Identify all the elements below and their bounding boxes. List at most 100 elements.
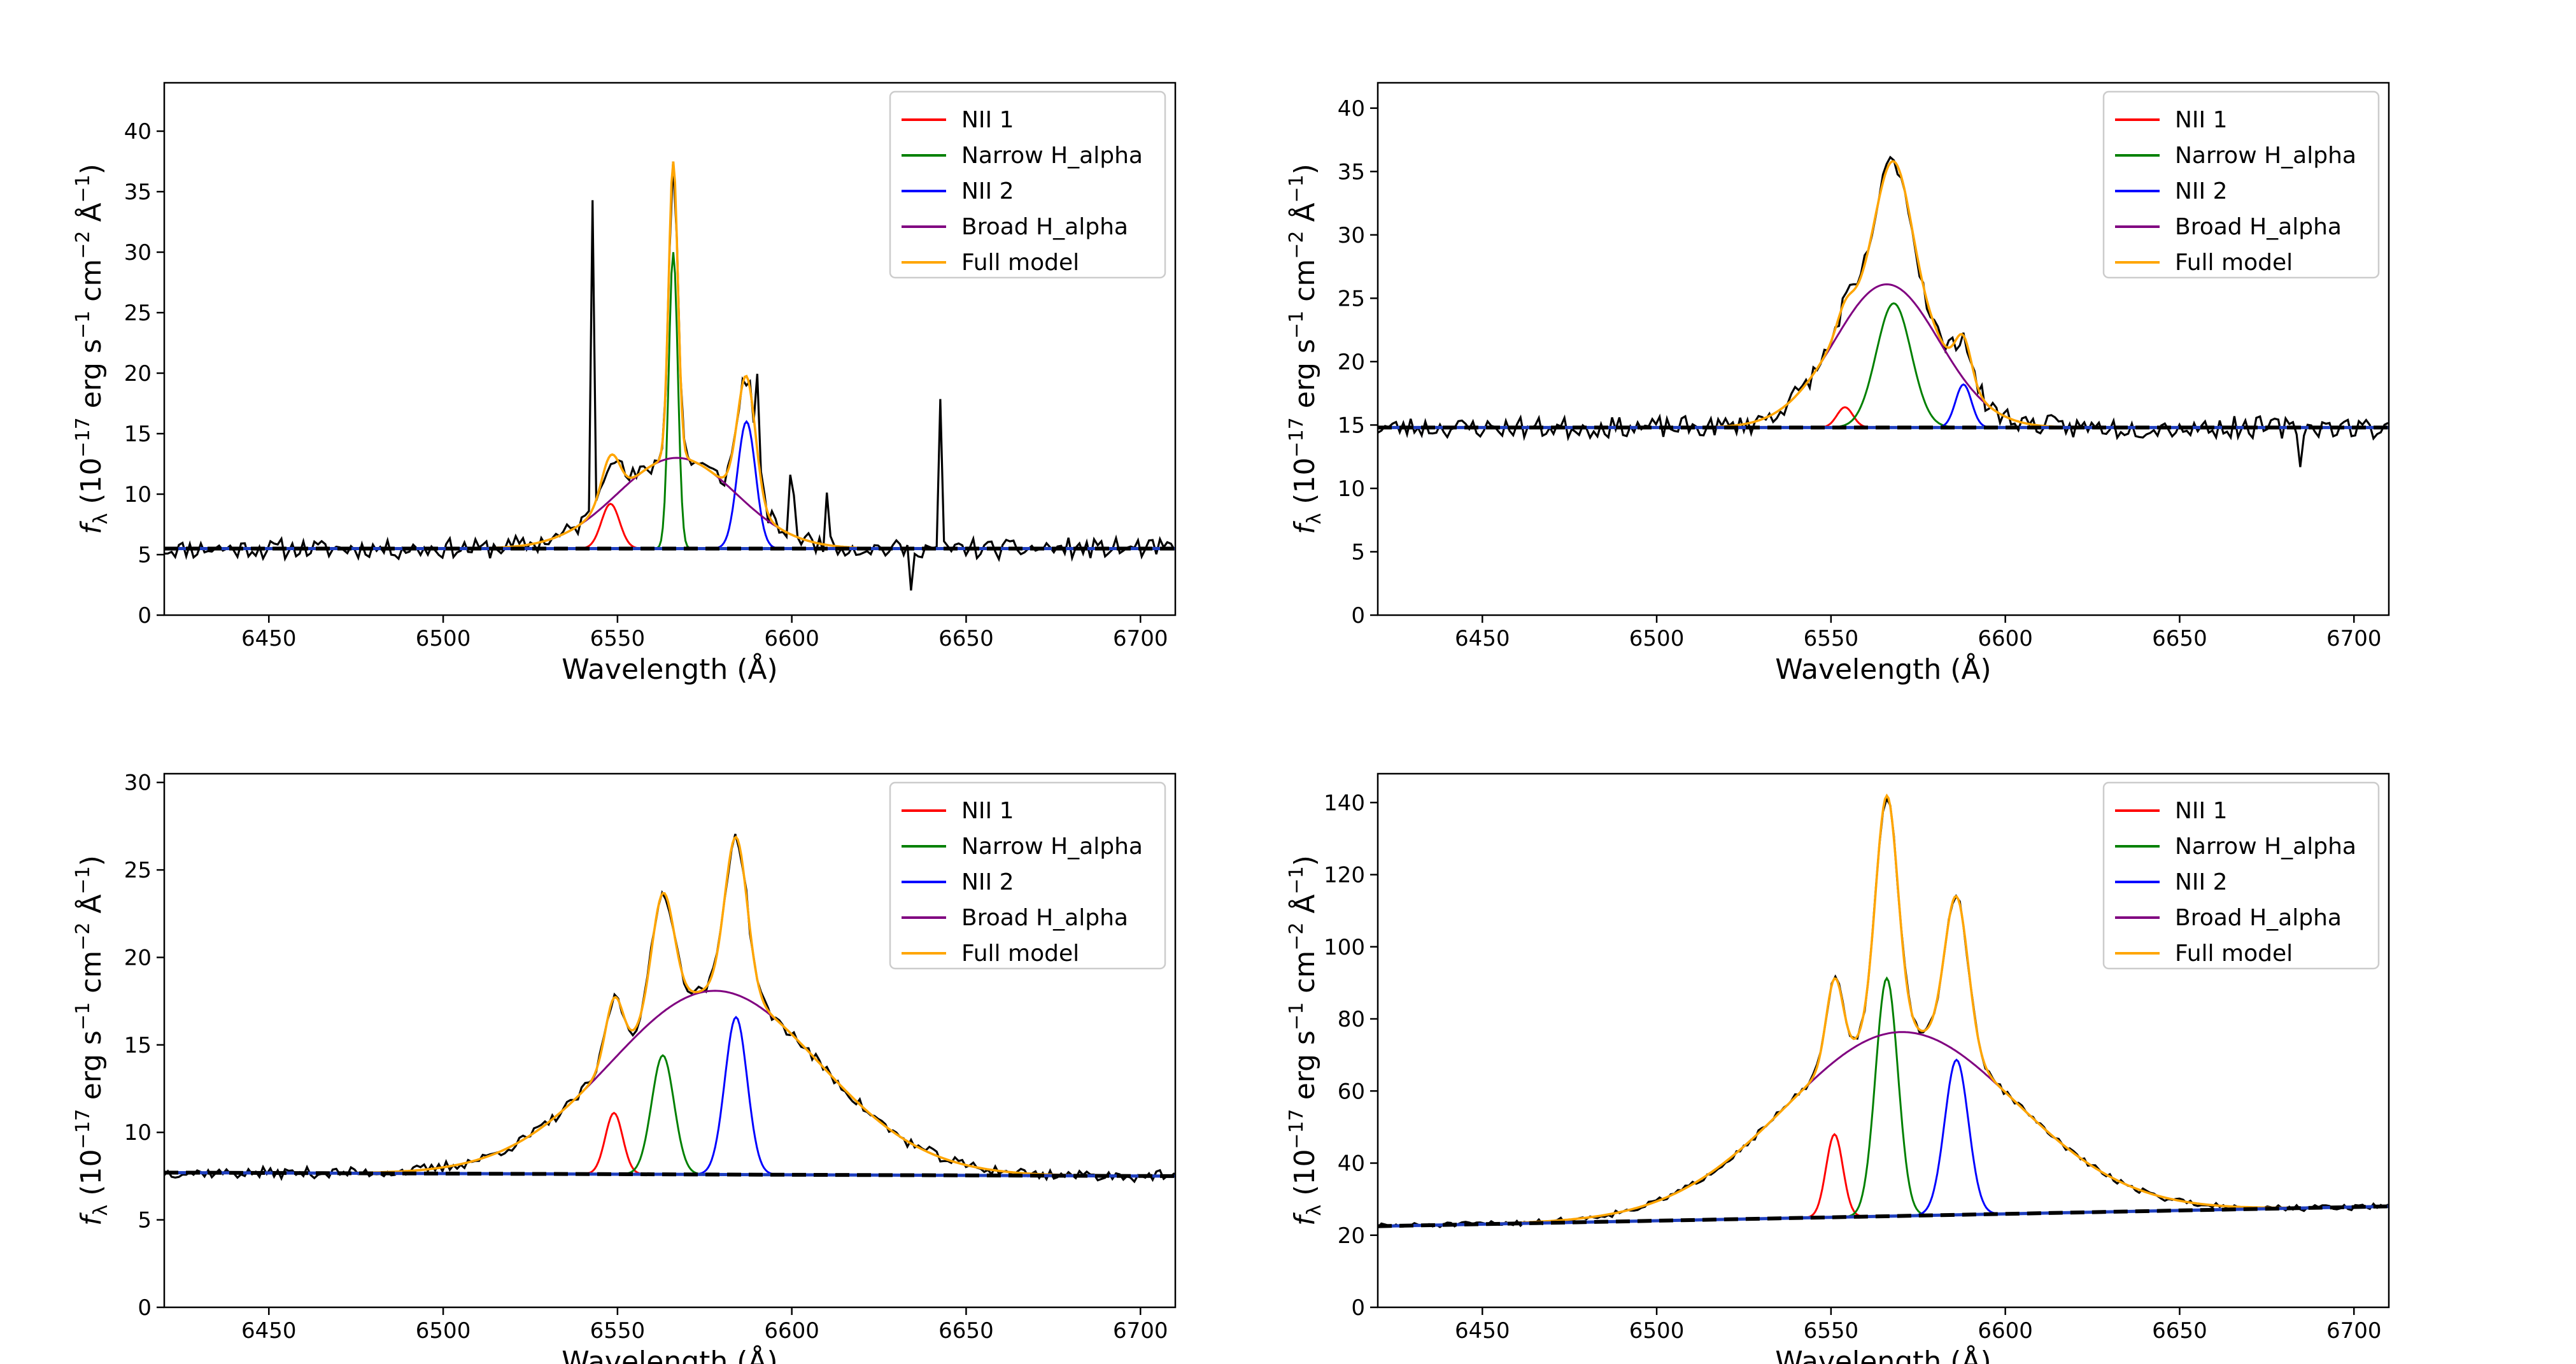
y-label-part: ): [1289, 855, 1321, 866]
legend-label: Narrow H_alpha: [2175, 834, 2356, 860]
plot-area: [164, 834, 1175, 1184]
y-tick-label: 5: [138, 543, 152, 568]
y-tick-label: 5: [138, 1208, 152, 1233]
y-tick-label: 40: [1338, 96, 1365, 122]
x-axis-label: Wavelength (Å): [1775, 652, 1991, 686]
legend-label: Full model: [961, 941, 1079, 967]
y-label-part: −2: [1285, 231, 1308, 259]
y-tick-label: 0: [138, 1295, 152, 1321]
y-label-part: −1: [1285, 866, 1308, 894]
axes-frame: [163, 772, 1177, 1309]
component-line-narrow-h_alpha: [1378, 302, 2389, 429]
continuum-dashed-line: [1378, 1204, 2389, 1228]
legend: NII 1 Narrow H_alpha NII 2 Broad H_alpha Ful…: [889, 90, 1166, 279]
legend: NII 1 Narrow H_alpha NII 2 Broad H_alpha Ful…: [2102, 781, 2380, 970]
y-label-part: ): [75, 164, 108, 174]
plot-area: [1378, 793, 2389, 1228]
y-label-part: λ: [1303, 1205, 1326, 1216]
y-label-part: cm: [75, 951, 108, 1002]
y-tick-label: 30: [1338, 223, 1365, 248]
legend-box: [889, 781, 1166, 970]
y-tick-label: 20: [124, 945, 152, 970]
y-label-part: (10: [1289, 458, 1321, 513]
y-axis-label: fλ (10−17 erg s−1 cm−2 Å−1): [72, 164, 112, 534]
y-label-part: cm: [75, 259, 108, 311]
legend-label: NII 1: [961, 798, 1014, 824]
component-line-nii-2: [1378, 383, 2389, 429]
component-line-nii-2: [1378, 1058, 2389, 1228]
y-label-part: Å: [1287, 894, 1321, 922]
y-tick-label: 25: [124, 301, 152, 326]
component-line-nii-2: [164, 1016, 1175, 1177]
y-label-part: ): [75, 855, 108, 866]
x-tick-label: 6600: [1978, 1318, 2033, 1344]
axes-frame: [1376, 82, 2390, 616]
x-axis-label: Wavelength (Å): [562, 1344, 777, 1364]
plot-area: [164, 161, 1175, 591]
y-label-part: −1: [72, 174, 94, 202]
component-line-narrow-h_alpha: [164, 252, 1175, 550]
y-tick-label: 40: [1338, 1151, 1365, 1177]
legend-label: Broad H_alpha: [2175, 214, 2342, 240]
axes-frame: [1376, 772, 2390, 1309]
x-tick-label: 6500: [1629, 626, 1685, 651]
x-tick-label: 6650: [2152, 626, 2207, 651]
y-axis-label: fλ (10−17 erg s−1 cm−2 Å−1): [1285, 855, 1326, 1226]
legend-label: Broad H_alpha: [961, 905, 1128, 931]
component-line-broad-h_alpha: [1378, 283, 2389, 429]
y-tick-label: 20: [124, 361, 152, 387]
y-tick-label: 0: [1351, 1295, 1365, 1321]
x-tick-label: 6550: [1804, 626, 1859, 651]
y-label-part: ): [1289, 164, 1321, 174]
y-label-part: −17: [1285, 417, 1308, 457]
legend-label: NII 1: [2175, 798, 2228, 824]
x-tick-label: 6700: [1113, 1318, 1168, 1344]
y-tick-label: 15: [124, 1033, 152, 1058]
x-tick-label: 6550: [1804, 1318, 1859, 1344]
y-tick-label: 20: [1338, 1223, 1365, 1249]
x-tick-label: 6700: [2326, 1318, 2382, 1344]
plot-area: [1378, 155, 2389, 467]
component-line-narrow-h_alpha: [1378, 976, 2389, 1228]
x-axis-label: Wavelength (Å): [562, 652, 777, 686]
x-tick-label: 6650: [2152, 1318, 2207, 1344]
y-tick-label: 140: [1324, 790, 1365, 816]
y-label-part: erg s: [75, 1030, 108, 1109]
x-tick-label: 6500: [1629, 1318, 1685, 1344]
y-label-part: (10: [1289, 1149, 1321, 1205]
y-label-part: Å: [74, 202, 108, 231]
legend: NII 1 Narrow H_alpha NII 2 Broad H_alpha Ful…: [889, 781, 1166, 970]
y-tick-label: 100: [1324, 935, 1365, 960]
component-line-narrow-h_alpha: [164, 1054, 1175, 1177]
y-label-part: λ: [1303, 513, 1326, 525]
y-label-part: erg s: [75, 339, 108, 417]
y-label-part: −17: [1285, 1109, 1308, 1149]
y-label-part: Å: [74, 894, 108, 922]
y-label-part: −1: [72, 866, 94, 894]
y-tick-label: 0: [1351, 603, 1365, 629]
legend-box: [2102, 781, 2380, 970]
y-label-part: −1: [1285, 1002, 1308, 1030]
component-line-nii-1: [1378, 406, 2389, 429]
y-label-part: −17: [72, 1109, 94, 1149]
y-label-part: cm: [1289, 951, 1321, 1002]
legend-label: Full model: [2175, 941, 2293, 967]
y-label-part: −2: [72, 923, 94, 951]
y-tick-label: 80: [1338, 1007, 1365, 1032]
component-line-nii-2: [164, 420, 1175, 550]
x-tick-label: 6450: [1455, 1318, 1510, 1344]
y-tick-label: 30: [124, 771, 152, 796]
x-tick-label: 6500: [416, 626, 471, 651]
legend-label: NII 2: [2175, 869, 2228, 895]
y-tick-label: 30: [124, 240, 152, 266]
x-tick-label: 6550: [590, 626, 646, 651]
y-label-part: −1: [72, 311, 94, 339]
y-label-part: −17: [72, 417, 94, 457]
component-line-nii-1: [164, 1111, 1175, 1177]
y-tick-label: 35: [124, 180, 152, 205]
legend-label: Broad H_alpha: [961, 214, 1128, 240]
x-axis-label: Wavelength (Å): [1775, 1344, 1991, 1364]
x-tick-label: 6650: [938, 1318, 994, 1344]
y-tick-label: 120: [1324, 863, 1365, 888]
